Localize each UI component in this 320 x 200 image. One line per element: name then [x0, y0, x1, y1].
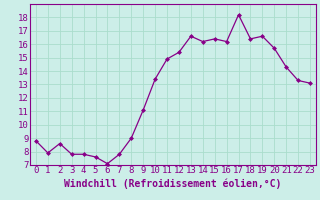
X-axis label: Windchill (Refroidissement éolien,°C): Windchill (Refroidissement éolien,°C): [64, 178, 282, 189]
